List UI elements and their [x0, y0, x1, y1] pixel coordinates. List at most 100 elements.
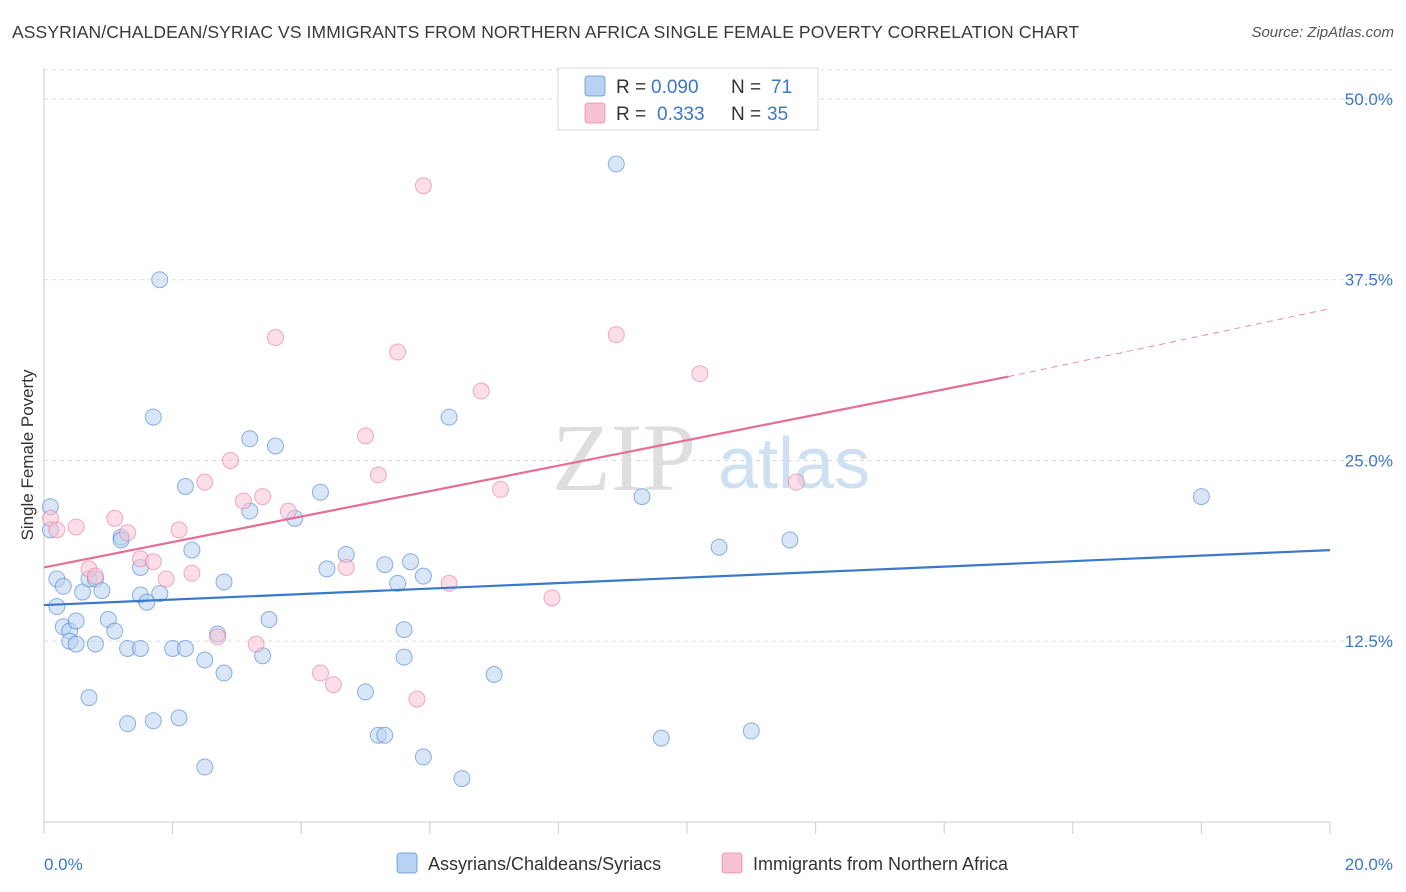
legend-r-value-2: 0.333 [657, 104, 705, 125]
point-assyrian [652, 729, 670, 747]
point-assyrian [67, 612, 85, 630]
point-assyrian [176, 477, 194, 495]
point-assyrian [260, 611, 278, 629]
legend-r-label-1: R = [616, 77, 646, 98]
point-assyrian [633, 488, 651, 506]
point-assyrian [80, 689, 98, 707]
point-assyrian [144, 408, 162, 426]
point-assyrian [215, 573, 233, 591]
trend-line-pink [43, 375, 1009, 569]
x-tick-label-max: 20.0% [1345, 855, 1393, 874]
legend-n-value-2: 35 [767, 104, 788, 125]
point-assyrian [86, 635, 104, 653]
point-assyrian [170, 709, 188, 727]
point-n-africa [337, 558, 355, 576]
point-assyrian [144, 712, 162, 730]
point-assyrian [106, 622, 124, 640]
point-assyrian [414, 748, 432, 766]
point-assyrian [402, 553, 420, 571]
point-n-africa [279, 502, 297, 520]
legend-n-value-1: 71 [771, 77, 792, 98]
point-n-africa [414, 177, 432, 195]
point-n-africa [196, 473, 214, 491]
legend-n-label-1: N = [731, 77, 761, 98]
point-n-africa [183, 564, 201, 582]
point-n-africa [357, 427, 374, 445]
point-assyrian [196, 651, 214, 669]
point-assyrian [440, 408, 458, 426]
point-n-africa [492, 480, 510, 498]
point-n-africa [324, 676, 342, 694]
point-assyrian [131, 639, 149, 657]
point-n-africa [691, 365, 709, 383]
point-n-africa [247, 635, 265, 653]
point-assyrian [453, 770, 471, 788]
trend-line-blue [43, 549, 1331, 607]
point-assyrian [781, 531, 799, 549]
point-assyrian [266, 437, 284, 455]
point-n-africa [543, 589, 561, 607]
point-assyrian [67, 635, 85, 653]
y-tick-label: 25.0% [1345, 451, 1393, 470]
source-credit: Source: ZipAtlas.com [1251, 24, 1394, 41]
point-assyrian [54, 577, 72, 595]
point-assyrian [710, 538, 728, 556]
y-tick-label: 12.5% [1345, 632, 1393, 651]
series-legend: Assyrians/Chaldeans/Syriacs Immigrants f… [396, 852, 1009, 874]
legend-r-value-1: 0.090 [651, 77, 699, 98]
series-swatch-blue [396, 852, 418, 874]
point-assyrian [395, 648, 413, 666]
point-assyrian [357, 683, 374, 701]
watermark-zip: ZIP [552, 404, 696, 511]
point-n-africa [106, 509, 124, 527]
point-assyrian [183, 541, 201, 559]
axes [43, 68, 1331, 834]
point-assyrian [395, 621, 413, 639]
point-n-africa [266, 329, 284, 347]
legend-swatch-pink [584, 102, 606, 124]
point-n-africa [170, 521, 188, 539]
point-n-africa [119, 524, 137, 542]
point-n-africa [157, 570, 175, 588]
point-n-africa [472, 382, 490, 400]
point-assyrian [176, 639, 194, 657]
y-tick-label: 37.5% [1345, 271, 1393, 290]
point-n-africa [254, 488, 272, 506]
point-assyrian [311, 483, 329, 501]
point-n-africa [234, 492, 252, 510]
point-n-africa [67, 518, 85, 536]
point-assyrian [196, 758, 214, 776]
series-label-blue: Assyrians/Chaldeans/Syriacs [428, 854, 661, 874]
y-tick-labels: 12.5% 25.0% 37.5% 50.0% [1345, 90, 1393, 651]
y-axis-label: Single Female Poverty [18, 369, 37, 541]
point-assyrian [48, 598, 66, 616]
legend-swatch-blue [584, 75, 606, 97]
point-n-africa [86, 567, 104, 585]
point-n-africa [389, 343, 407, 361]
point-n-africa [311, 664, 329, 682]
watermark: ZIP atlas [552, 404, 870, 511]
legend-n-label-2: N = [731, 104, 761, 125]
series-label-pink: Immigrants from Northern Africa [753, 854, 1009, 874]
point-n-africa [221, 451, 239, 469]
point-assyrian [376, 726, 394, 744]
point-assyrian [742, 722, 760, 740]
point-assyrian [376, 556, 394, 574]
point-assyrian [241, 430, 259, 448]
point-assyrian [138, 593, 156, 611]
point-assyrian [151, 585, 169, 603]
stats-legend: R = 0.090 N = 71 R = 0.333 N = 35 [557, 67, 819, 131]
point-n-africa [607, 326, 625, 344]
trend-lines [43, 308, 1331, 607]
point-assyrian [389, 574, 407, 592]
y-tick-label: 50.0% [1345, 90, 1393, 109]
point-assyrian [93, 582, 111, 600]
legend-r-label-2: R = [616, 104, 646, 125]
point-n-africa [209, 628, 227, 646]
point-assyrian [607, 155, 625, 173]
point-assyrian [1192, 488, 1210, 506]
series-swatch-pink [721, 852, 743, 874]
point-n-africa [369, 466, 387, 484]
point-assyrian [215, 664, 233, 682]
